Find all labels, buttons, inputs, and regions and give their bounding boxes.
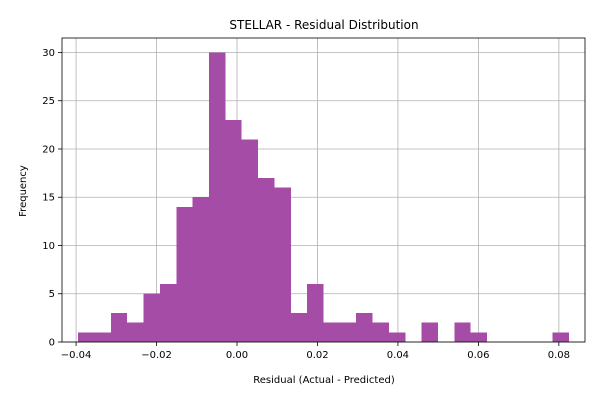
grid-lines: [62, 38, 585, 343]
histogram-bar: [552, 332, 569, 342]
axis-ticks: −0.04 −0.02 0.00 0.02 0.04 0.06 0.08 0 5 10 15 20 25…: [42, 48, 570, 361]
histogram-bar: [307, 284, 324, 342]
histogram-bar: [225, 120, 242, 343]
x-tick-label: 0.08: [548, 350, 570, 361]
x-tick-label: 0.00: [226, 350, 248, 361]
plot-frame: [61, 37, 586, 343]
histogram-bar: [110, 313, 128, 342]
histogram-bar: [159, 284, 177, 342]
histogram-bar: [388, 332, 406, 342]
histogram-bar: [421, 322, 439, 342]
y-axis-label: Frequency: [18, 165, 29, 217]
histogram-bar: [127, 322, 144, 342]
histogram-bar: [339, 322, 357, 342]
histogram-bar: [241, 139, 259, 342]
axes-frame: [61, 37, 586, 343]
y-tick-label: 0: [49, 338, 55, 349]
histogram-bar: [176, 206, 193, 342]
histogram-bar: [290, 313, 308, 342]
y-tick-label: 20: [42, 144, 55, 155]
x-tick-label: 0.04: [387, 350, 409, 361]
histogram-bars: [78, 52, 569, 343]
histogram-bar: [143, 293, 160, 342]
y-tick-label: 5: [49, 289, 55, 300]
y-tick-label: 10: [42, 241, 55, 252]
histogram-bar: [192, 197, 209, 342]
histogram-bar: [372, 322, 389, 342]
histogram-bar: [470, 332, 488, 342]
histogram-bar: [356, 313, 373, 342]
histogram-bar: [258, 177, 275, 342]
y-tick-label: 30: [42, 48, 55, 59]
chart-title: STELLAR - Residual Distribution: [229, 18, 418, 32]
y-tick-label: 25: [42, 96, 55, 107]
x-axis-label: Residual (Actual - Predicted): [253, 375, 395, 386]
x-tick-label: −0.02: [141, 350, 172, 361]
histogram-bar: [454, 322, 471, 342]
histogram-bar: [78, 332, 95, 342]
histogram-bar: [94, 332, 111, 342]
histogram-bar: [274, 187, 291, 342]
histogram-bar: [208, 52, 226, 342]
x-tick-label: 0.06: [467, 350, 489, 361]
y-tick-label: 15: [42, 193, 55, 204]
x-tick-label: 0.02: [306, 350, 328, 361]
x-tick-label: −0.04: [61, 350, 92, 361]
histogram-bar: [323, 322, 340, 342]
